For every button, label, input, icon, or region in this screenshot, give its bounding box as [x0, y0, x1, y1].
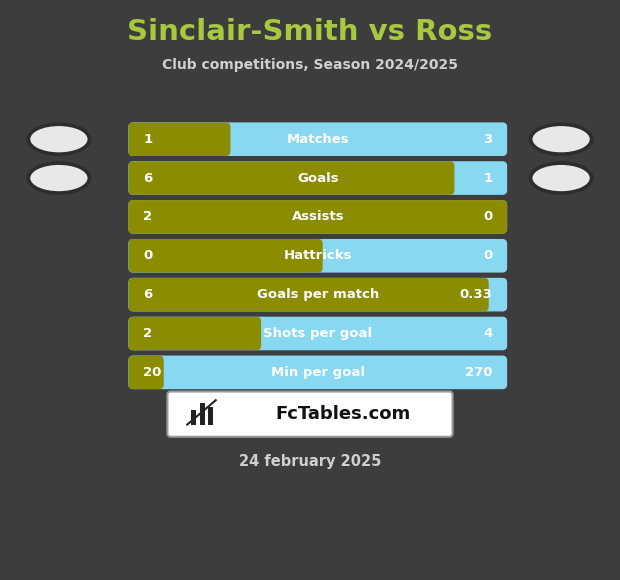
Text: 1: 1: [483, 172, 492, 184]
FancyBboxPatch shape: [128, 239, 507, 273]
Ellipse shape: [529, 161, 594, 195]
Text: 0: 0: [483, 249, 492, 262]
Bar: [474, 282, 484, 307]
Text: 6: 6: [143, 172, 153, 184]
Text: 1: 1: [143, 133, 153, 146]
FancyBboxPatch shape: [128, 356, 164, 389]
FancyBboxPatch shape: [128, 356, 507, 389]
Ellipse shape: [533, 126, 590, 153]
FancyBboxPatch shape: [128, 161, 507, 195]
FancyBboxPatch shape: [128, 122, 231, 156]
Text: Assists: Assists: [291, 211, 344, 223]
FancyBboxPatch shape: [128, 200, 507, 234]
Text: FcTables.com: FcTables.com: [276, 405, 411, 423]
Text: Goals: Goals: [297, 172, 339, 184]
Text: 4: 4: [483, 327, 492, 340]
Bar: [216, 127, 226, 151]
Ellipse shape: [30, 126, 87, 153]
FancyBboxPatch shape: [128, 161, 454, 195]
FancyBboxPatch shape: [128, 200, 507, 234]
Text: 3: 3: [483, 133, 492, 146]
Text: Hattricks: Hattricks: [283, 249, 352, 262]
Text: Shots per goal: Shots per goal: [263, 327, 373, 340]
Text: 0.33: 0.33: [459, 288, 492, 301]
Text: 6: 6: [143, 288, 153, 301]
Bar: [309, 244, 317, 268]
Text: Club competitions, Season 2024/2025: Club competitions, Season 2024/2025: [162, 58, 458, 72]
Text: 2: 2: [143, 327, 153, 340]
Bar: [440, 166, 450, 190]
FancyBboxPatch shape: [128, 317, 507, 350]
FancyBboxPatch shape: [128, 278, 507, 311]
Text: Goals per match: Goals per match: [257, 288, 379, 301]
Text: Matches: Matches: [286, 133, 349, 146]
Bar: [247, 321, 256, 346]
FancyBboxPatch shape: [128, 317, 261, 350]
Text: 270: 270: [465, 366, 492, 379]
FancyBboxPatch shape: [208, 407, 213, 425]
FancyBboxPatch shape: [200, 403, 205, 425]
Text: 0: 0: [143, 249, 153, 262]
FancyBboxPatch shape: [128, 122, 507, 156]
Text: 2: 2: [143, 211, 153, 223]
FancyBboxPatch shape: [191, 410, 196, 425]
Ellipse shape: [30, 165, 87, 191]
Ellipse shape: [529, 122, 594, 156]
FancyBboxPatch shape: [128, 278, 489, 311]
FancyBboxPatch shape: [128, 239, 322, 273]
Ellipse shape: [533, 165, 590, 191]
Text: Sinclair-Smith vs Ross: Sinclair-Smith vs Ross: [127, 18, 493, 46]
Text: 0: 0: [483, 211, 492, 223]
Text: 24 february 2025: 24 february 2025: [239, 454, 381, 469]
Text: 20: 20: [143, 366, 162, 379]
Bar: [149, 360, 159, 385]
FancyBboxPatch shape: [167, 392, 453, 437]
Ellipse shape: [26, 122, 92, 156]
Text: Min per goal: Min per goal: [271, 366, 365, 379]
Ellipse shape: [26, 161, 92, 195]
